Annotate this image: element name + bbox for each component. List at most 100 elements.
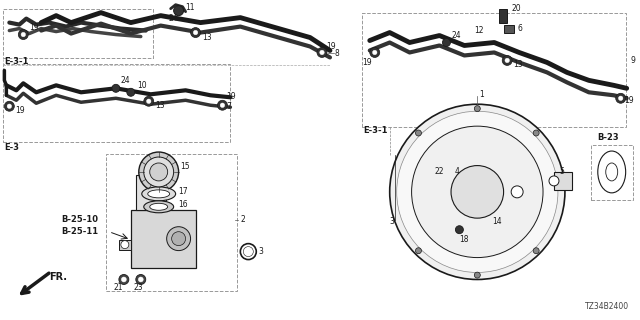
Text: E-3: E-3 xyxy=(4,142,19,152)
Text: 2: 2 xyxy=(241,215,245,224)
Text: 10: 10 xyxy=(137,81,147,90)
Circle shape xyxy=(193,30,198,35)
Circle shape xyxy=(144,96,154,106)
Circle shape xyxy=(456,226,463,234)
Bar xyxy=(136,175,166,210)
Bar xyxy=(3,64,230,142)
Circle shape xyxy=(112,84,120,92)
Circle shape xyxy=(370,47,380,58)
Text: 16: 16 xyxy=(179,200,188,209)
Text: 13: 13 xyxy=(202,33,212,42)
Text: 8: 8 xyxy=(335,49,340,58)
Circle shape xyxy=(505,58,509,63)
Circle shape xyxy=(442,38,451,46)
Ellipse shape xyxy=(142,187,175,201)
Text: 4: 4 xyxy=(454,167,460,176)
Circle shape xyxy=(119,275,129,284)
Text: 24: 24 xyxy=(121,76,131,85)
Bar xyxy=(3,9,153,59)
Circle shape xyxy=(4,101,14,111)
Text: 19: 19 xyxy=(362,58,371,67)
Circle shape xyxy=(241,244,256,260)
Circle shape xyxy=(121,241,129,249)
Text: 11: 11 xyxy=(186,3,195,12)
Circle shape xyxy=(19,29,28,40)
Circle shape xyxy=(21,32,26,37)
Bar xyxy=(131,210,196,268)
Bar xyxy=(106,154,237,292)
Text: 6: 6 xyxy=(517,24,522,33)
Text: 14: 14 xyxy=(492,217,502,226)
Text: E-3-1: E-3-1 xyxy=(4,57,29,66)
Text: FR.: FR. xyxy=(49,273,67,283)
Text: TZ34B2400: TZ34B2400 xyxy=(584,302,628,311)
Circle shape xyxy=(127,88,135,96)
Circle shape xyxy=(372,50,377,55)
Circle shape xyxy=(172,232,186,246)
Ellipse shape xyxy=(148,190,170,198)
Bar xyxy=(119,240,131,250)
Bar xyxy=(499,9,507,23)
Circle shape xyxy=(144,157,173,187)
Circle shape xyxy=(533,130,539,136)
Circle shape xyxy=(139,152,179,192)
Circle shape xyxy=(474,272,480,278)
Text: 7: 7 xyxy=(227,102,231,111)
Text: E-3-1: E-3-1 xyxy=(363,126,387,135)
Text: 13: 13 xyxy=(513,60,523,69)
Ellipse shape xyxy=(144,201,173,213)
Text: 19: 19 xyxy=(625,96,634,105)
Circle shape xyxy=(397,111,558,272)
Text: 3: 3 xyxy=(390,217,395,226)
Text: 1: 1 xyxy=(479,90,484,99)
Circle shape xyxy=(502,55,512,65)
Circle shape xyxy=(511,186,523,198)
Circle shape xyxy=(533,248,539,254)
Circle shape xyxy=(390,104,565,279)
Circle shape xyxy=(474,106,480,112)
Circle shape xyxy=(7,104,12,108)
Ellipse shape xyxy=(598,151,626,193)
Text: 23: 23 xyxy=(134,283,143,292)
Text: 18: 18 xyxy=(460,235,469,244)
Text: 24: 24 xyxy=(169,14,179,23)
Bar xyxy=(504,25,514,33)
Text: 17: 17 xyxy=(179,188,188,196)
Text: 19: 19 xyxy=(227,92,236,101)
Circle shape xyxy=(412,126,543,258)
Text: 19: 19 xyxy=(326,42,335,51)
Circle shape xyxy=(191,28,200,37)
Circle shape xyxy=(218,100,227,110)
Text: 9: 9 xyxy=(630,56,636,65)
Circle shape xyxy=(618,96,623,100)
Circle shape xyxy=(173,6,184,16)
Circle shape xyxy=(415,248,422,254)
Text: 21: 21 xyxy=(114,283,124,292)
Text: 12: 12 xyxy=(474,26,484,35)
Circle shape xyxy=(320,50,324,55)
Text: 15: 15 xyxy=(180,163,190,172)
Circle shape xyxy=(220,103,225,108)
Text: 24: 24 xyxy=(451,31,461,40)
Circle shape xyxy=(136,275,146,284)
Circle shape xyxy=(243,247,253,257)
Bar xyxy=(591,145,632,200)
Circle shape xyxy=(616,93,626,103)
Circle shape xyxy=(138,277,143,282)
Bar xyxy=(362,13,626,127)
Circle shape xyxy=(317,47,327,58)
Circle shape xyxy=(150,163,168,181)
Text: 13: 13 xyxy=(155,101,164,110)
Circle shape xyxy=(451,165,504,218)
Bar xyxy=(554,172,572,190)
Circle shape xyxy=(415,130,422,136)
Text: B-25-10: B-25-10 xyxy=(61,215,98,224)
Text: 19: 19 xyxy=(29,23,39,32)
Text: 22: 22 xyxy=(435,167,444,176)
Text: B-23: B-23 xyxy=(596,132,618,141)
Circle shape xyxy=(122,277,126,282)
Text: 20: 20 xyxy=(511,4,521,13)
Circle shape xyxy=(549,176,559,186)
Text: 19: 19 xyxy=(15,106,25,115)
Circle shape xyxy=(147,99,151,103)
